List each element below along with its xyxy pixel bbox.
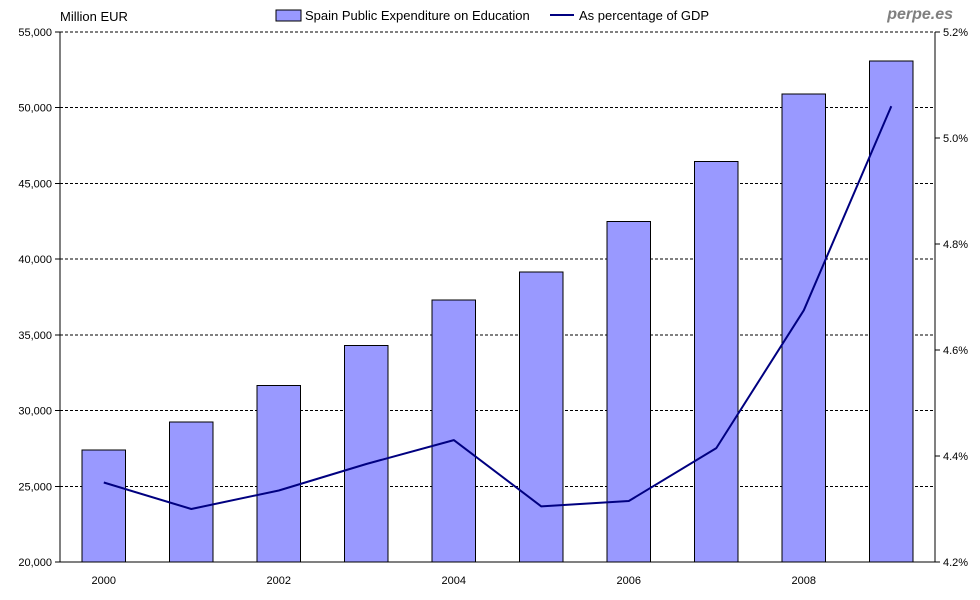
left-tick-label: 20,000	[18, 557, 52, 569]
legend-bar-label: Spain Public Expenditure on Education	[305, 8, 530, 23]
axes	[59, 32, 936, 563]
left-tick-label: 55,000	[18, 27, 52, 39]
left-tick-label: 25,000	[18, 481, 52, 493]
left-tick-label: 40,000	[18, 254, 52, 266]
x-tick-label: 2002	[267, 575, 291, 587]
bar-2005	[518, 271, 564, 563]
bar-2009	[868, 60, 914, 563]
x-tick-label: 2006	[617, 575, 641, 587]
right-axis-ticks: 4.2% 4.4% 4.6% 4.8% 5.0% 5.2%	[935, 27, 968, 569]
right-tick-label: 5.0%	[943, 133, 968, 145]
source-watermark: perpe.es	[886, 6, 953, 23]
legend-bar-swatch	[275, 9, 302, 22]
gdp-line-series	[103, 105, 893, 510]
right-tick-label: 4.8%	[943, 239, 968, 251]
bar-2002	[256, 385, 302, 563]
right-tick-label: 4.4%	[943, 451, 968, 463]
left-tick-label: 30,000	[18, 406, 52, 418]
left-tick-label: 50,000	[18, 103, 52, 115]
bar-2006	[606, 220, 652, 563]
bar-2008	[781, 93, 827, 563]
bar-2000	[81, 449, 127, 563]
bar-2001	[168, 421, 214, 563]
x-axis-ticks: 2000 2002 2004 2006 2008	[92, 575, 816, 587]
right-tick-label: 5.2%	[943, 27, 968, 39]
bar-2003	[343, 344, 389, 563]
left-axis-ticks: 20,000 25,000 30,000 35,000 40,000 45,000 50,0…	[18, 27, 60, 569]
x-tick-label: 2004	[442, 575, 466, 587]
right-tick-label: 4.2%	[943, 557, 968, 569]
left-tick-label: 35,000	[18, 330, 52, 342]
bar-2007	[693, 160, 739, 563]
x-tick-label: 2008	[792, 575, 816, 587]
left-tick-label: 45,000	[18, 178, 52, 190]
legend-line-label: As percentage of GDP	[579, 8, 709, 23]
bar-2004	[431, 299, 477, 563]
left-axis-unit-label: Million EUR	[60, 9, 128, 24]
x-tick-label: 2000	[92, 575, 116, 587]
gdp-percentage-line	[103, 105, 893, 510]
legend: Spain Public Expenditure on Education As…	[275, 8, 709, 23]
right-tick-label: 4.6%	[943, 345, 968, 357]
